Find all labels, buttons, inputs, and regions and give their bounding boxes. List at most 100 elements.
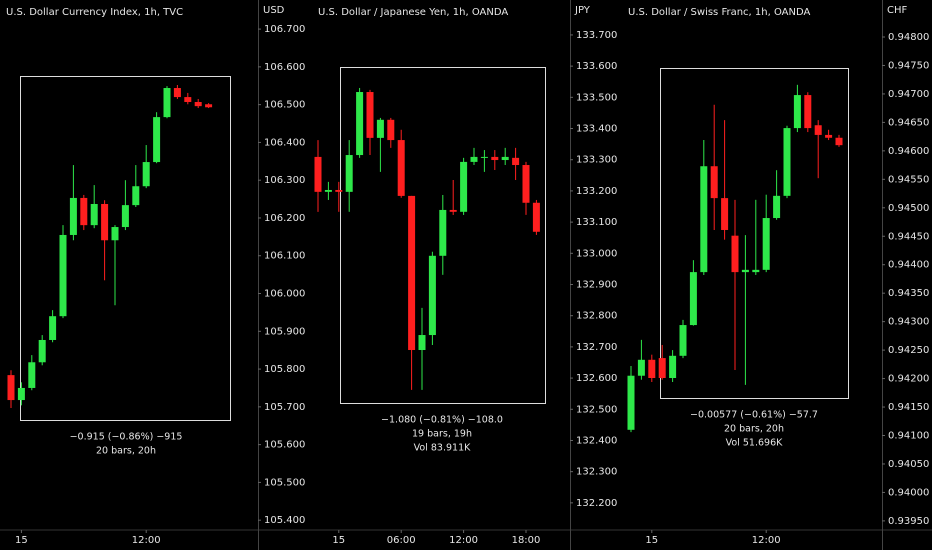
candle-body <box>28 362 36 388</box>
y-tick-label: 0.94100 <box>888 430 929 441</box>
measure-label: Vol 83.911K <box>414 443 471 454</box>
y-tick-label: 133.300 <box>576 155 617 166</box>
candle-body <box>387 119 395 141</box>
candle-body <box>637 359 645 376</box>
y-tick-label: 132.600 <box>576 373 617 384</box>
y-tick-label: 106.700 <box>264 24 305 35</box>
y-tick-label: 0.94000 <box>888 487 929 498</box>
candle-body <box>439 209 447 256</box>
y-tick-label: 106.400 <box>264 137 305 148</box>
candle-body <box>111 227 119 241</box>
axis-unit: JPY <box>574 5 591 16</box>
candle-body <box>163 88 171 118</box>
measure-box <box>20 76 231 421</box>
candle-body <box>153 117 161 163</box>
candle-body <box>80 197 88 226</box>
candle-body <box>814 125 822 135</box>
y-tick-label: 133.500 <box>576 92 617 103</box>
x-tick-label: 12:00 <box>752 535 781 546</box>
candle-body <box>418 335 426 351</box>
candle-body <box>397 140 405 196</box>
y-tick-label: 0.94700 <box>888 89 929 100</box>
candle-body <box>721 198 729 230</box>
measure-label: Vol 51.696K <box>726 438 783 449</box>
x-tick-label: 18:00 <box>512 535 541 546</box>
candle-body <box>408 195 416 351</box>
y-tick-label: 132.500 <box>576 404 617 415</box>
candle-body <box>449 209 457 212</box>
candle-body <box>491 156 499 161</box>
measure-label: −0.00577 (−0.61%) −57.7 <box>690 410 818 421</box>
candle-body <box>69 197 77 235</box>
y-tick-label: 133.700 <box>576 30 617 41</box>
candle-body <box>773 195 781 219</box>
candle-body <box>194 101 202 107</box>
candle-body <box>460 161 468 212</box>
axis-unit: CHF <box>887 5 908 16</box>
candle-body <box>184 97 192 102</box>
chart-title: U.S. Dollar / Japanese Yen, 1h, OANDA <box>318 7 508 18</box>
y-tick-label: 106.500 <box>264 100 305 111</box>
candle-body <box>132 186 140 206</box>
candle-body <box>121 205 129 228</box>
measure-box <box>660 68 849 399</box>
y-tick-label: 0.94750 <box>888 60 929 71</box>
y-tick-label: 0.94150 <box>888 402 929 413</box>
y-tick-label: 105.900 <box>264 326 305 337</box>
candle-body <box>825 134 833 138</box>
candle-body <box>324 189 332 192</box>
y-tick-label: 106.600 <box>264 62 305 73</box>
candle-body <box>658 358 666 379</box>
measure-box <box>340 67 546 404</box>
y-tick-label: 132.200 <box>576 498 617 509</box>
candle-body <box>522 165 530 203</box>
y-tick-label: 0.94550 <box>888 174 929 185</box>
y-tick-label: 106.100 <box>264 251 305 262</box>
candle-body <box>501 156 509 161</box>
candle-body <box>762 218 770 270</box>
candle-body <box>205 104 213 108</box>
y-tick-label: 133.400 <box>576 124 617 135</box>
candle-body <box>345 155 353 192</box>
candle-body <box>689 272 697 326</box>
measure-label: 19 bars, 19h <box>412 429 472 440</box>
x-tick-label: 12:00 <box>132 535 161 546</box>
candle-body <box>90 203 98 226</box>
y-tick-label: 0.94250 <box>888 345 929 356</box>
candle-body <box>804 95 812 129</box>
y-tick-label: 132.700 <box>576 342 617 353</box>
y-tick-label: 0.94650 <box>888 117 929 128</box>
x-tick-label: 15 <box>332 535 345 546</box>
candle-body <box>356 92 364 156</box>
candle-body <box>428 255 436 336</box>
candle-body <box>335 189 343 192</box>
chart-title: U.S. Dollar / Swiss Franc, 1h, OANDA <box>628 7 811 18</box>
candle-body <box>7 375 15 401</box>
x-tick-label: 15 <box>645 535 658 546</box>
candle-body <box>38 339 46 363</box>
y-tick-label: 133.600 <box>576 61 617 72</box>
y-tick-label: 132.300 <box>576 467 617 478</box>
y-tick-label: 105.800 <box>264 364 305 375</box>
y-tick-label: 0.94300 <box>888 317 929 328</box>
y-tick-label: 132.900 <box>576 279 617 290</box>
measure-label: −1.080 (−0.81%) −108.0 <box>381 415 503 426</box>
candle-body <box>59 234 67 317</box>
candle-body <box>741 269 749 273</box>
candle-body <box>710 166 718 199</box>
y-tick-label: 0.94450 <box>888 231 929 242</box>
y-tick-label: 133.000 <box>576 248 617 259</box>
y-tick-label: 132.800 <box>576 311 617 322</box>
candle-body <box>669 355 677 379</box>
candle-body <box>648 359 656 379</box>
candle-body <box>101 203 109 241</box>
y-tick-label: 0.94200 <box>888 374 929 385</box>
y-tick-label: 105.400 <box>264 515 305 526</box>
y-tick-label: 105.700 <box>264 402 305 413</box>
candle-body <box>783 128 791 196</box>
y-tick-label: 106.000 <box>264 289 305 300</box>
y-tick-label: 0.93950 <box>888 516 929 527</box>
candle-body <box>679 325 687 356</box>
y-tick-label: 0.94350 <box>888 288 929 299</box>
y-tick-label: 105.600 <box>264 440 305 451</box>
